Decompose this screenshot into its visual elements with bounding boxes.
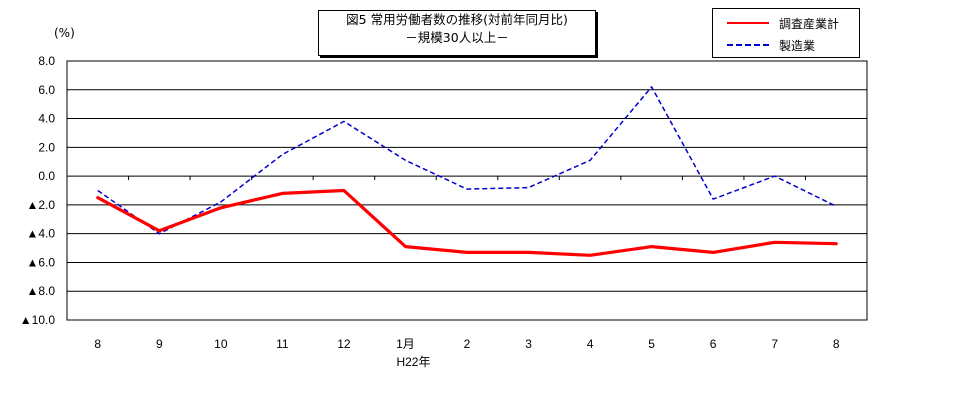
y-tick-label: 4.0 bbox=[38, 112, 55, 126]
x-tick-label: 7 bbox=[771, 337, 778, 351]
x-axis-year-label: H22年 bbox=[396, 355, 430, 369]
legend-entry-manufacturing: 製造業 bbox=[727, 37, 815, 53]
x-tick-labels: 8 9 10 11 12 1月 2 3 4 5 6 7 8 H22年 bbox=[94, 337, 839, 369]
y-tick-label: 0.0 bbox=[38, 169, 55, 183]
chart-subtitle: －規模30人以上－ bbox=[405, 30, 509, 45]
series-lines bbox=[96, 86, 838, 257]
y-tick-label: ▲8.0 bbox=[26, 284, 55, 298]
plot-area-frame bbox=[66, 60, 868, 321]
x-tick-label: 2 bbox=[464, 337, 471, 351]
y-tick-label: ▲2.0 bbox=[26, 198, 55, 212]
y-tick-labels: 8.0 6.0 4.0 2.0 0.0 ▲2.0 ▲4.0 ▲6.0 ▲8.0 ▲10.0 bbox=[20, 54, 56, 327]
chart-title: 図5 常用労働者数の推移(対前年同月比) bbox=[346, 12, 568, 27]
legend-label-total: 調査産業計 bbox=[779, 16, 840, 31]
series-line-manufacturing bbox=[97, 86, 837, 235]
legend-swatch-solid-red bbox=[727, 22, 769, 24]
y-tick-label: 6.0 bbox=[38, 83, 55, 97]
legend-label-manufacturing: 製造業 bbox=[779, 38, 816, 53]
x-tick-label: 6 bbox=[710, 337, 717, 351]
y-tick-label: 8.0 bbox=[38, 54, 55, 68]
x-tick-label: 12 bbox=[337, 337, 351, 351]
x-tick-label: 1月 bbox=[396, 337, 415, 351]
y-tick-label: ▲10.0 bbox=[20, 313, 56, 327]
series-line-total bbox=[96, 188, 838, 257]
y-tick-label: ▲6.0 bbox=[26, 255, 55, 269]
y-axis-unit-label: (%) bbox=[54, 26, 75, 40]
y-tick-label: 2.0 bbox=[38, 140, 55, 154]
x-tick-label: 9 bbox=[156, 337, 163, 351]
legend: 調査産業計 製造業 bbox=[712, 8, 860, 58]
x-tick-label: 8 bbox=[833, 337, 840, 351]
legend-swatch-dashed-blue bbox=[727, 44, 769, 46]
chart-title-box: 図5 常用労働者数の推移(対前年同月比) －規模30人以上－ bbox=[318, 10, 596, 56]
x-tick-label: 3 bbox=[525, 337, 532, 351]
x-tick-label: 11 bbox=[276, 337, 289, 351]
grid-lines bbox=[67, 89, 867, 292]
legend-entry-total: 調査産業計 bbox=[727, 15, 839, 31]
x-tick-label: 5 bbox=[648, 337, 655, 351]
x-tick-label: 4 bbox=[587, 337, 594, 351]
x-tick-label: 10 bbox=[214, 337, 228, 351]
y-tick-label: ▲4.0 bbox=[26, 227, 55, 241]
x-tick-label: 8 bbox=[94, 337, 101, 351]
